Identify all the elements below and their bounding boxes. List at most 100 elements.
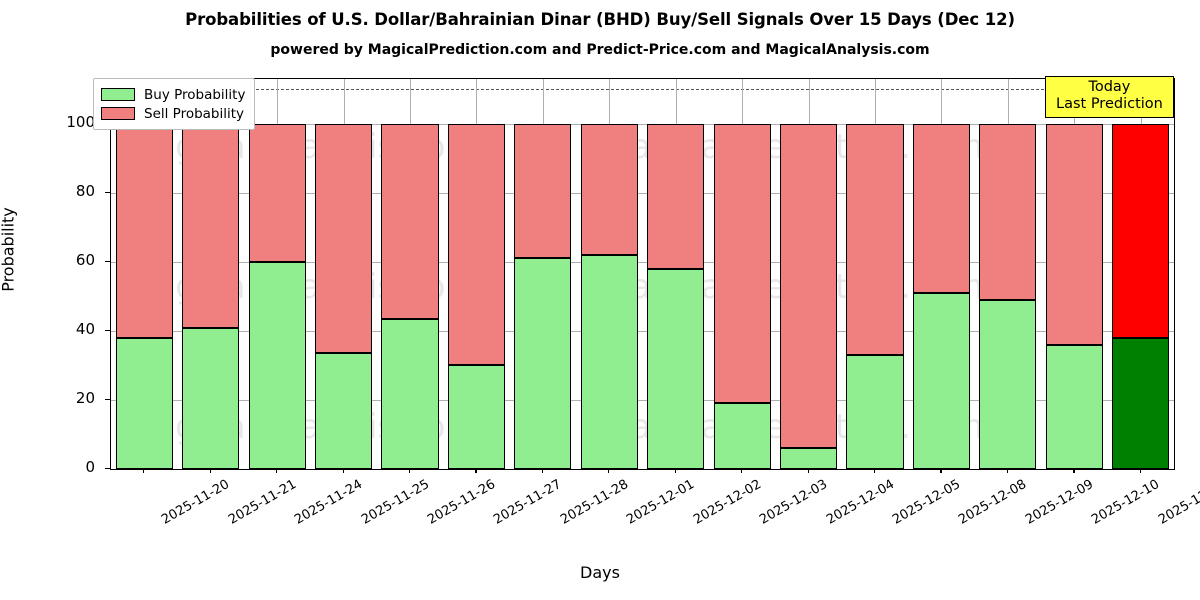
x-axis-tick-label: 2025-12-11 xyxy=(1155,477,1200,528)
bar-segment-sell[interactable] xyxy=(979,123,1037,300)
y-axis-tick-mark xyxy=(105,468,110,470)
today-annotation-line1: Today xyxy=(1088,79,1131,95)
bar-group[interactable] xyxy=(248,79,306,469)
x-axis-tick-label: 2025-12-04 xyxy=(823,477,897,528)
legend-item-sell: Sell Probability xyxy=(101,104,245,123)
x-axis-tick-label: 2025-11-25 xyxy=(358,477,432,528)
bar-group[interactable] xyxy=(647,79,705,469)
legend-label-buy: Buy Probability xyxy=(144,86,246,103)
y-axis-label: Probability xyxy=(0,207,18,292)
bar-segment-sell[interactable] xyxy=(846,123,904,356)
bar-segment-sell[interactable] xyxy=(580,123,638,256)
x-axis-tick-mark xyxy=(342,468,344,473)
bar-group[interactable] xyxy=(713,79,771,469)
x-axis-tick-mark xyxy=(541,468,544,473)
y-axis-tick-label: 100 xyxy=(66,112,95,131)
y-axis-tick-mark xyxy=(105,191,110,194)
bar-segment-buy[interactable] xyxy=(314,353,373,469)
bar-segment-buy[interactable] xyxy=(248,261,306,469)
x-axis-tick-label: 2025-11-27 xyxy=(491,477,565,528)
threshold-dashed-line xyxy=(111,89,1174,91)
x-axis-tick-mark xyxy=(1073,468,1075,473)
legend-item-buy: Buy Probability xyxy=(101,85,245,104)
bar-group[interactable] xyxy=(115,79,173,469)
bar-segment-sell[interactable] xyxy=(314,123,373,354)
bar-segment-buy[interactable] xyxy=(115,337,173,469)
bar-segment-buy[interactable] xyxy=(182,327,240,469)
bar-group[interactable] xyxy=(780,79,838,469)
bar-segment-buy[interactable] xyxy=(580,255,638,469)
bar-segment-sell[interactable] xyxy=(780,123,838,449)
bar-group[interactable] xyxy=(182,79,240,469)
y-axis-tick-mark xyxy=(105,329,110,332)
bar-segment-sell[interactable] xyxy=(647,123,705,269)
x-axis-tick-label: 2025-11-21 xyxy=(225,477,299,528)
y-axis-tick-label: 0 xyxy=(85,458,95,476)
gridline-horizontal xyxy=(111,192,1174,194)
bar-segment-buy[interactable] xyxy=(979,299,1037,469)
x-axis-tick-label: 2025-11-24 xyxy=(292,477,366,528)
bar-segment-buy[interactable] xyxy=(381,318,439,469)
x-axis-tick-mark xyxy=(741,468,743,473)
bar-group[interactable] xyxy=(314,79,373,469)
x-axis-tick-mark xyxy=(209,468,211,473)
bar-segment-sell[interactable] xyxy=(1045,123,1103,345)
bar-group[interactable] xyxy=(1045,79,1103,469)
x-axis-tick-mark xyxy=(940,468,942,473)
bar-segment-buy[interactable] xyxy=(1045,344,1103,469)
bar-segment-buy[interactable] xyxy=(846,355,904,469)
bar-segment-buy[interactable] xyxy=(713,403,771,469)
gridline-horizontal xyxy=(111,330,1174,332)
legend-label-sell: Sell Probability xyxy=(144,105,245,122)
bar-group[interactable] xyxy=(846,79,904,469)
y-axis-tick-label: 80 xyxy=(75,181,95,200)
bar-segment-sell[interactable] xyxy=(182,123,240,328)
x-axis-tick-label: 2025-12-09 xyxy=(1023,477,1096,528)
x-axis-tick-mark xyxy=(1006,468,1009,473)
bar-segment-sell[interactable] xyxy=(1112,123,1170,338)
bar-segment-sell[interactable] xyxy=(514,123,572,259)
bar-group[interactable] xyxy=(580,79,638,469)
plot-area: MagicalAnalysis.comMagicalPrediction.com… xyxy=(110,78,1175,470)
x-axis-tick-mark xyxy=(1139,468,1141,473)
y-axis-tick-mark xyxy=(105,398,110,401)
bar-segment-sell[interactable] xyxy=(248,123,306,262)
bar-group[interactable] xyxy=(979,79,1037,469)
bar-group[interactable] xyxy=(381,79,439,469)
x-axis-tick-mark xyxy=(874,468,876,473)
x-axis-label: Days xyxy=(580,563,620,582)
bar-segment-sell[interactable] xyxy=(115,123,173,338)
today-annotation: Today Last Prediction xyxy=(1045,76,1174,119)
gridline-horizontal xyxy=(111,261,1174,263)
x-axis-tick-label: 2025-12-08 xyxy=(956,477,1030,528)
y-axis-tick-label: 40 xyxy=(75,319,95,338)
bar-segment-buy[interactable] xyxy=(912,292,971,469)
x-axis-tick-mark xyxy=(608,468,610,473)
bar-group[interactable] xyxy=(447,79,505,469)
bar-group[interactable] xyxy=(514,79,572,469)
bar-segment-sell[interactable] xyxy=(713,123,771,404)
bar-segment-buy[interactable] xyxy=(514,258,572,469)
bar-segment-sell[interactable] xyxy=(447,123,505,366)
x-axis-tick-mark xyxy=(807,468,809,473)
x-axis-tick-label: 2025-12-05 xyxy=(890,477,964,528)
bar-group[interactable] xyxy=(1112,79,1170,469)
bar-group[interactable] xyxy=(912,79,971,469)
x-axis-tick-label: 2025-11-26 xyxy=(425,477,499,528)
bar-segment-buy[interactable] xyxy=(780,448,838,469)
x-axis-tick-mark xyxy=(674,468,676,473)
bar-segment-buy[interactable] xyxy=(447,365,505,469)
x-axis-tick-mark xyxy=(276,468,278,473)
chart-legend: Buy Probability Sell Probability xyxy=(93,78,256,130)
gridline-horizontal xyxy=(111,123,1174,125)
x-axis-tick-label: 2025-12-02 xyxy=(690,477,764,528)
bar-segment-sell[interactable] xyxy=(912,123,971,293)
bar-segment-buy[interactable] xyxy=(647,268,705,469)
legend-swatch-buy-icon xyxy=(101,88,135,101)
y-axis-tick-mark xyxy=(105,260,110,263)
y-axis-tick-label: 20 xyxy=(75,388,95,407)
gridline-horizontal xyxy=(111,399,1174,401)
bar-segment-sell[interactable] xyxy=(381,123,439,319)
bar-segment-buy[interactable] xyxy=(1112,337,1170,469)
